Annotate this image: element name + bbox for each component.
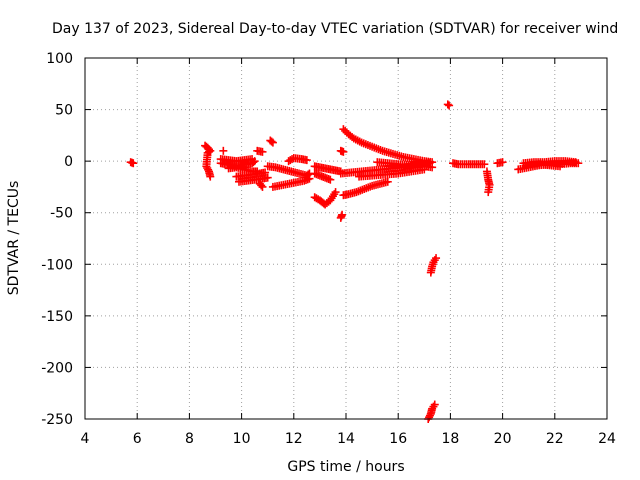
data-points xyxy=(126,100,583,423)
data-point xyxy=(383,177,392,186)
data-point xyxy=(305,174,314,183)
y-tick-label: -50 xyxy=(50,206,73,222)
data-point xyxy=(258,182,267,191)
x-tick-label: 10 xyxy=(233,431,251,447)
data-point xyxy=(432,254,441,263)
y-tick-label: -150 xyxy=(41,309,73,325)
x-tick-label: 4 xyxy=(81,431,90,447)
chart-title: Day 137 of 2023, Sidereal Day-to-day VTE… xyxy=(52,21,618,37)
data-point xyxy=(258,147,267,156)
y-tick-label: -200 xyxy=(41,360,73,376)
data-point xyxy=(480,160,489,169)
x-tick-label: 22 xyxy=(546,431,564,447)
data-point xyxy=(261,168,270,177)
data-point xyxy=(331,188,340,197)
data-point xyxy=(445,101,454,110)
x-tick-label: 18 xyxy=(441,431,459,447)
data-point xyxy=(339,147,348,156)
x-tick-label: 12 xyxy=(285,431,303,447)
x-tick-label: 6 xyxy=(133,431,142,447)
data-point xyxy=(248,155,257,164)
data-point xyxy=(338,210,347,219)
data-point xyxy=(498,158,507,167)
grid xyxy=(85,58,607,419)
data-point xyxy=(268,138,277,147)
y-axis-label: SDTVAR / TECUs xyxy=(6,181,22,296)
data-point xyxy=(302,156,311,165)
data-point xyxy=(430,400,439,409)
data-point xyxy=(425,159,434,168)
data-point xyxy=(129,159,138,168)
x-tick-label: 24 xyxy=(598,431,616,447)
y-tick-label: 100 xyxy=(46,51,73,67)
data-point xyxy=(420,165,429,174)
data-point xyxy=(219,146,228,155)
x-axis-label: GPS time / hours xyxy=(287,459,404,475)
y-tick-label: -100 xyxy=(41,257,73,273)
x-tick-label: 20 xyxy=(494,431,512,447)
y-tick-label: 50 xyxy=(55,103,73,119)
x-tick-label: 8 xyxy=(185,431,194,447)
y-tick-label: 0 xyxy=(64,154,73,170)
data-point xyxy=(326,175,335,184)
data-point xyxy=(257,181,266,190)
data-point xyxy=(263,173,272,182)
x-tick-label: 14 xyxy=(337,431,355,447)
data-point xyxy=(428,163,437,172)
plot-frame xyxy=(84,57,608,420)
data-point xyxy=(556,162,565,171)
data-point xyxy=(484,188,493,197)
x-tick-label: 16 xyxy=(389,431,407,447)
tick-labels: 4 6 8 10 12 14 16 18 20 22 24 100 50 0 -50 -100 -150 -200… xyxy=(41,51,616,447)
y-tick-label: -250 xyxy=(41,412,73,428)
data-point xyxy=(443,100,452,109)
data-point xyxy=(571,158,580,167)
data-point xyxy=(206,172,215,181)
data-point xyxy=(267,137,276,146)
